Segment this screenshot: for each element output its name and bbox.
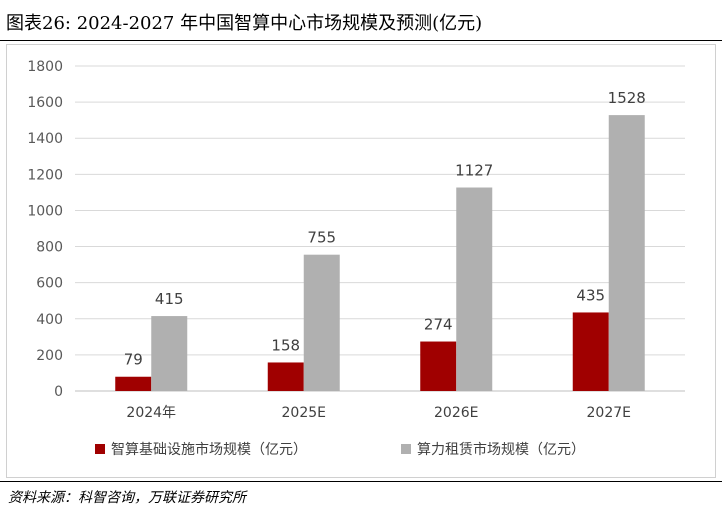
y-tick-label: 200 — [36, 348, 63, 364]
bar-infrastructure — [420, 341, 457, 391]
data-label: 158 — [271, 336, 300, 354]
data-label: 1528 — [608, 89, 646, 107]
y-tick-label: 0 — [54, 384, 63, 400]
legend-label: 智算基础设施市场规模（亿元） — [111, 441, 307, 458]
data-label: 415 — [155, 290, 184, 308]
y-tick-label: 1000 — [27, 203, 63, 219]
data-label: 274 — [424, 316, 453, 334]
figure-title: 图表26: 2024-2027 年中国智算中心市场规模及预测(亿元) — [6, 13, 483, 34]
data-label: 755 — [307, 229, 336, 247]
legend-label: 算力租赁市场规模（亿元） — [417, 441, 585, 458]
data-label: 435 — [576, 286, 605, 304]
legend-swatch — [401, 444, 411, 454]
y-tick-label: 800 — [36, 240, 63, 256]
bar-compute-rental — [456, 187, 493, 391]
y-tick-label: 1800 — [27, 59, 63, 75]
source-note: 资料来源：科智咨询，万联证券研究所 — [8, 490, 246, 506]
bar-chart: 0 200 400 600 800 1000 1200 1400 1600 1800 79 415 20… — [27, 59, 685, 458]
y-tick-label: 400 — [36, 312, 63, 328]
x-tick-label: 2027E — [587, 405, 631, 421]
x-tick-label: 2025E — [282, 405, 326, 421]
legend-swatch — [95, 444, 105, 454]
y-tick-label: 1400 — [27, 131, 63, 147]
bar-compute-rental — [303, 254, 340, 391]
data-label: 1127 — [455, 162, 493, 180]
x-tick-label: 2024年 — [126, 405, 176, 421]
y-tick-label: 600 — [36, 276, 63, 292]
bar-infrastructure — [572, 312, 609, 391]
title-divider — [0, 40, 722, 41]
bar-compute-rental — [151, 316, 188, 391]
bar-infrastructure — [115, 376, 152, 391]
chart-frame: 0 200 400 600 800 1000 1200 1400 1600 1800 79 415 20… — [6, 44, 716, 478]
x-tick-label: 2026E — [434, 405, 478, 421]
y-tick-label: 1200 — [27, 167, 63, 183]
bar-compute-rental — [608, 115, 645, 391]
data-label: 79 — [124, 351, 143, 369]
bar-infrastructure — [267, 362, 304, 391]
figure-header: 图表26: 2024-2027 年中国智算中心市场规模及预测(亿元) — [0, 0, 722, 40]
y-tick-label: 1600 — [27, 95, 63, 111]
source-divider — [0, 481, 722, 482]
